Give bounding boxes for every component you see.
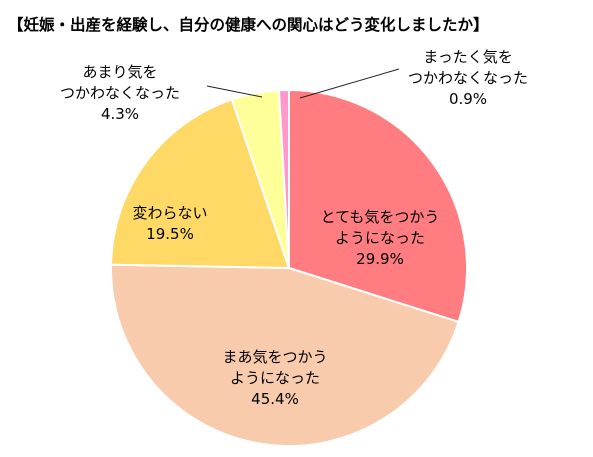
leader-line-3 [206, 85, 263, 98]
slice-label-1-line-0: まあ気をつかう [222, 348, 327, 366]
slice-label-4-line-0: まったく気を [423, 48, 512, 66]
slice-value-label-3: 4.3% [101, 105, 139, 123]
pie-slice-2 [110, 98, 291, 270]
slice-value-label-4: 0.9% [449, 90, 487, 108]
leader-lines [206, 68, 400, 99]
chart-title: 【妊娠・出産を経験し、自分の健康への関心はどう変化しましたか】 [8, 15, 489, 34]
slice-value-label-2: 19.5% [146, 225, 194, 243]
pie-slice-0 [288, 88, 468, 324]
slice-value-label-1: 45.4% [251, 390, 299, 408]
pie-slices [110, 88, 468, 447]
slice-label-1-line-1: ようになった [230, 369, 320, 387]
slice-label-0-line-0: とても気をつかう [321, 208, 440, 226]
pie-slice-4 [277, 88, 290, 269]
leader-line-4 [299, 68, 400, 99]
pie-slice-1 [110, 263, 460, 447]
slice-label-0-line-1: ようになった [335, 229, 425, 247]
slice-label-3-line-0: あまり気を [82, 63, 157, 81]
slice-label-3-line-1: つかわなくなった [60, 84, 180, 102]
slice-labels: とても気をつかうようになった29.9%まあ気をつかうようになった45.4%変わら… [60, 48, 528, 408]
slice-label-4-line-1: つかわなくなった [408, 69, 528, 87]
slice-value-label-0: 29.9% [356, 250, 404, 268]
slice-label-2-line-0: 変わらない [132, 204, 207, 222]
